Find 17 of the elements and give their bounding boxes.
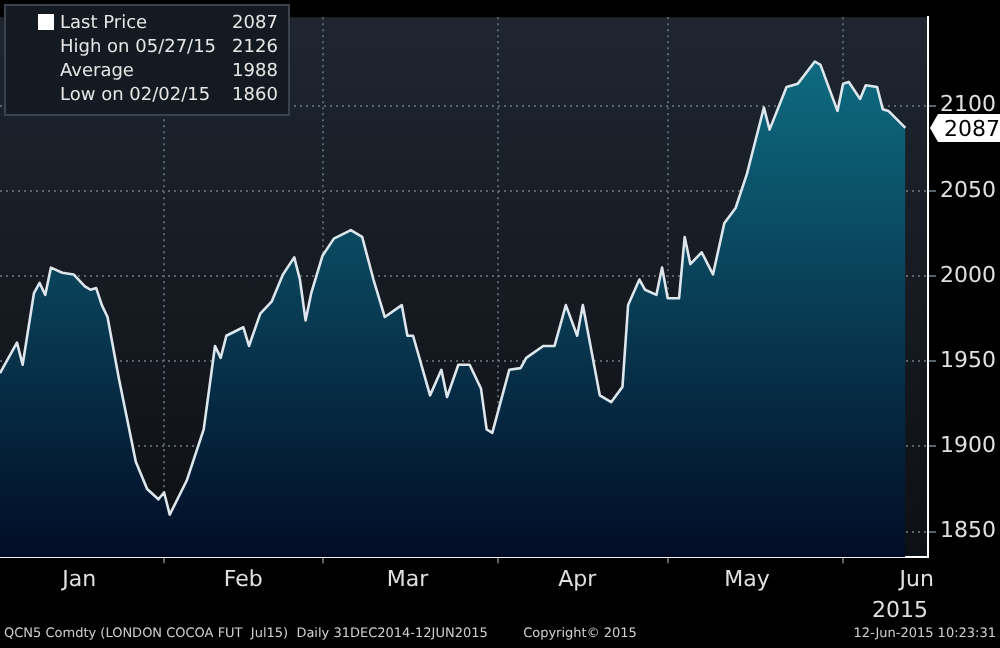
- y-tick-label: 1850: [940, 517, 997, 544]
- y-tick-label: 1900: [940, 432, 997, 459]
- y-tick-label: 2100: [940, 91, 997, 118]
- legend-label: Last Price: [58, 12, 150, 36]
- y-tick-label: 2050: [940, 176, 997, 203]
- x-axis-title: 2015: [872, 596, 929, 623]
- x-tick-label: Mar: [386, 566, 430, 593]
- x-tick-label: Feb: [223, 566, 263, 593]
- x-tick-label: Jan: [60, 566, 97, 593]
- x-tick-label: May: [724, 566, 771, 593]
- x-tick-label: Jun: [897, 566, 934, 593]
- y-tick-label: 2000: [940, 261, 997, 288]
- data-label: 2087: [944, 115, 1000, 142]
- x-tick-label: Apr: [558, 566, 598, 593]
- y-tick-label: 1950: [940, 347, 997, 374]
- annotation: High on 05/27/15 2126: [58, 36, 278, 60]
- legend-panel: Last Price 2087 High on 05/27/15 2126 Average 1988 Low on 02/02/15 1860: [4, 4, 290, 116]
